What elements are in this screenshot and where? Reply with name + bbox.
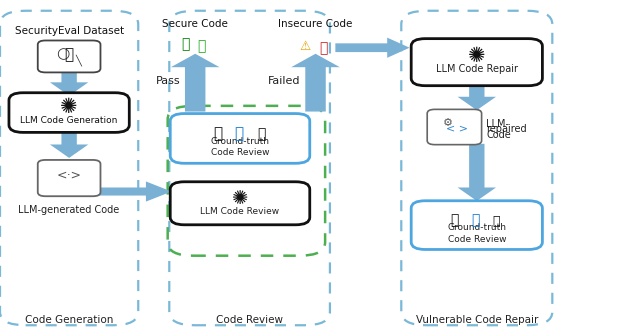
Text: Insecure Code: Insecure Code [278,19,353,29]
Text: 🛡: 🛡 [181,37,190,51]
Text: Secure Code: Secure Code [163,19,228,29]
Text: Pass: Pass [156,76,180,86]
Text: 👤: 👤 [471,213,480,227]
Text: ╲: ╲ [75,54,81,66]
Text: Ground-truth
Code Review: Ground-truth Code Review [211,137,269,157]
Text: 🦝: 🦝 [492,215,500,227]
Text: Failed: Failed [268,76,301,86]
Text: < >: < > [446,124,468,134]
Text: Vulnerable Code Repair: Vulnerable Code Repair [415,315,538,325]
Text: 📄: 📄 [319,41,328,55]
Polygon shape [50,72,88,96]
Text: ✺: ✺ [60,97,78,117]
Text: Code Review: Code Review [216,315,283,325]
Text: ⚠: ⚠ [299,40,310,53]
Polygon shape [99,181,172,202]
Text: SecurityEval Dataset: SecurityEval Dataset [15,26,124,36]
FancyBboxPatch shape [9,93,129,132]
Polygon shape [50,128,88,158]
Polygon shape [171,54,220,112]
Text: ⚙: ⚙ [443,118,453,128]
Text: LLM-generated Code: LLM-generated Code [19,205,120,215]
Text: ✺: ✺ [232,189,248,208]
FancyBboxPatch shape [170,114,310,163]
Text: repaired: repaired [486,124,527,134]
Text: LLM Code Repair: LLM Code Repair [436,64,518,74]
Text: Code: Code [486,130,511,140]
FancyBboxPatch shape [170,182,310,225]
Text: LLM-: LLM- [486,119,509,129]
Polygon shape [458,144,496,201]
Text: 👤: 👤 [234,126,243,141]
Text: 👥: 👥 [213,126,222,141]
Text: 📄: 📄 [197,39,206,53]
Text: Code Generation: Code Generation [25,315,113,325]
FancyBboxPatch shape [428,110,481,144]
Text: 🦝: 🦝 [257,127,266,141]
Text: LLM Code Review: LLM Code Review [200,207,280,215]
FancyBboxPatch shape [412,201,543,249]
Polygon shape [291,54,340,112]
Text: ✺: ✺ [468,46,486,67]
Text: <·>: <·> [56,169,82,182]
Text: 🔍: 🔍 [65,47,74,62]
FancyBboxPatch shape [38,41,100,73]
Text: Ground-truth
Code Review: Ground-truth Code Review [447,223,506,244]
Text: LLM Code Generation: LLM Code Generation [20,116,118,125]
FancyBboxPatch shape [38,160,100,196]
Polygon shape [458,85,496,110]
Text: 👥: 👥 [450,213,459,227]
Polygon shape [335,38,410,58]
Text: ○: ○ [56,46,69,61]
FancyBboxPatch shape [412,39,543,86]
